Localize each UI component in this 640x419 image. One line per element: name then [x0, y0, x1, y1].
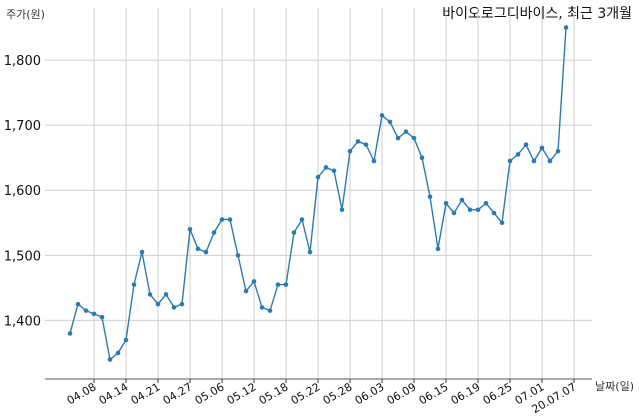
y-tick-label: 1,400 — [4, 314, 41, 329]
price-point — [147, 292, 153, 297]
price-point — [403, 129, 409, 134]
price-point — [491, 210, 497, 216]
price-point — [499, 220, 505, 226]
price-point — [475, 207, 481, 213]
price-point — [123, 337, 129, 343]
x-tick-label: 04.08 — [65, 380, 99, 407]
price-point — [435, 246, 441, 252]
price-point — [91, 311, 97, 317]
x-tick-label: 04.27 — [161, 380, 195, 407]
price-point — [131, 282, 137, 287]
price-point — [395, 135, 401, 141]
y-tick-label: 1,600 — [4, 184, 41, 199]
price-point — [291, 230, 297, 235]
price-point — [251, 279, 257, 284]
price-point — [307, 249, 313, 255]
y-tick-label: 1,500 — [4, 249, 41, 264]
price-point — [459, 197, 465, 203]
price-point — [115, 350, 121, 356]
price-point — [283, 282, 289, 287]
y-tick-label: 1,700 — [4, 119, 41, 134]
y-tick-label: 1,800 — [4, 54, 41, 69]
price-point — [211, 230, 217, 235]
price-point — [507, 158, 513, 164]
price-point — [171, 305, 177, 310]
y-axis-label: 주가(원) — [6, 8, 45, 21]
price-point — [155, 301, 161, 307]
price-point — [219, 217, 225, 222]
price-point — [67, 331, 73, 336]
x-tick-label: 06.03 — [353, 380, 387, 407]
price-point — [523, 142, 529, 147]
price-point — [467, 207, 473, 213]
x-tick-label: 05.12 — [225, 380, 259, 407]
price-point — [227, 217, 233, 222]
x-tick-label: 05.22 — [289, 380, 323, 407]
x-tick-label: 06.19 — [449, 380, 483, 407]
price-point — [195, 246, 201, 252]
price-point — [235, 253, 241, 258]
price-point — [427, 194, 433, 200]
price-point — [331, 168, 337, 174]
price-point — [243, 288, 249, 294]
price-point — [379, 113, 385, 118]
price-point — [163, 292, 169, 297]
x-tick-label: 04.21 — [129, 380, 163, 407]
price-point — [515, 152, 521, 157]
price-point — [275, 282, 281, 287]
price-point — [315, 174, 321, 180]
price-point — [387, 119, 393, 125]
price-point — [323, 165, 329, 170]
x-axis-label: 날짜(일) — [595, 380, 634, 393]
price-point — [259, 305, 265, 310]
price-point — [107, 357, 113, 362]
price-point — [563, 25, 569, 30]
price-point — [411, 135, 417, 141]
price-point — [179, 301, 185, 307]
price-point — [363, 142, 369, 147]
price-point — [419, 155, 425, 161]
x-tick-label: 06.25 — [481, 380, 515, 407]
x-tick-label: 06.15 — [417, 380, 451, 407]
price-point — [347, 148, 353, 154]
price-point — [539, 145, 545, 151]
chart-title: 바이오로그디바이스, 최근 3개월 — [442, 6, 632, 22]
price-point — [339, 207, 345, 213]
price-point — [355, 139, 361, 144]
x-tick-label: 05.06 — [193, 380, 227, 407]
price-point — [267, 308, 273, 313]
price-point — [203, 249, 209, 255]
x-tick-label: 05.28 — [321, 380, 355, 407]
x-tick-label: 06.09 — [385, 380, 419, 407]
price-point — [187, 226, 193, 232]
price-point — [83, 308, 89, 313]
price-point — [451, 210, 457, 216]
price-point — [75, 301, 81, 307]
x-tick-label: 04.14 — [97, 380, 131, 407]
price-point — [547, 158, 553, 164]
price-point — [371, 158, 377, 164]
price-point — [99, 314, 105, 320]
price-point — [139, 249, 145, 255]
price-point — [443, 200, 449, 206]
price-point — [483, 200, 489, 206]
x-tick-label: 05.18 — [257, 380, 291, 407]
price-point — [555, 148, 561, 154]
price-point — [531, 158, 537, 164]
price-point — [299, 217, 305, 222]
